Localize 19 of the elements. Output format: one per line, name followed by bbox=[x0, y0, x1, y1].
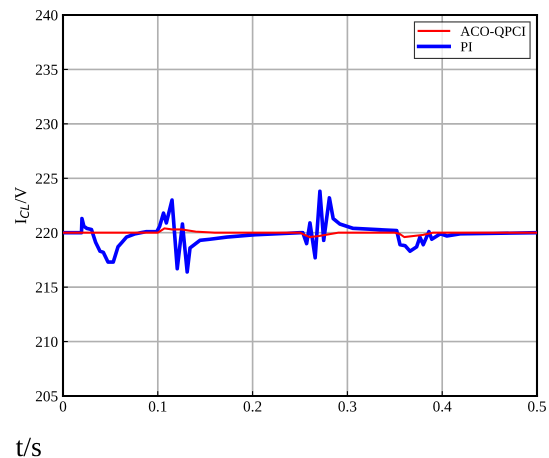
x-tick-label: 0.2 bbox=[244, 401, 262, 412]
y-tick-label: 225 bbox=[36, 173, 58, 184]
y-tick-label: 230 bbox=[36, 119, 58, 130]
legend-label: PI bbox=[460, 42, 472, 52]
x-axis-title: t/s bbox=[16, 438, 41, 456]
line-series bbox=[63, 227, 537, 238]
y-tick-label: 210 bbox=[36, 336, 58, 348]
y-tick-label: 240 bbox=[36, 10, 58, 20]
x-tick-label: 0.4 bbox=[433, 401, 452, 412]
x-tick-label: 0.3 bbox=[338, 401, 356, 412]
x-tick-label: 0 bbox=[60, 401, 66, 412]
x-tick-label: 0.1 bbox=[148, 401, 166, 412]
y-tick-label: 205 bbox=[36, 391, 58, 402]
x-tick-label: 0.5 bbox=[528, 401, 546, 412]
y-tick-label: 220 bbox=[36, 228, 58, 238]
y-tick-label: 215 bbox=[36, 282, 58, 293]
y-tick-label: 235 bbox=[36, 64, 58, 75]
legend-label: ACO-QPCI bbox=[460, 26, 526, 38]
y-axis-title: I$_{CL}$/V bbox=[15, 186, 30, 224]
